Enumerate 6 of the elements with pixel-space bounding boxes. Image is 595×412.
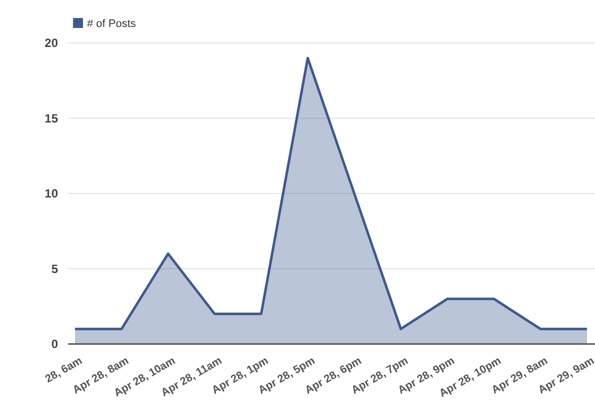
y-tick-label: 15 bbox=[44, 111, 58, 126]
y-tick-label: 20 bbox=[44, 36, 58, 50]
legend-label: # of Posts bbox=[87, 18, 136, 30]
y-tick-label: 10 bbox=[44, 186, 58, 201]
y-tick-label: 0 bbox=[51, 337, 58, 352]
y-tick-label: 5 bbox=[51, 262, 58, 276]
